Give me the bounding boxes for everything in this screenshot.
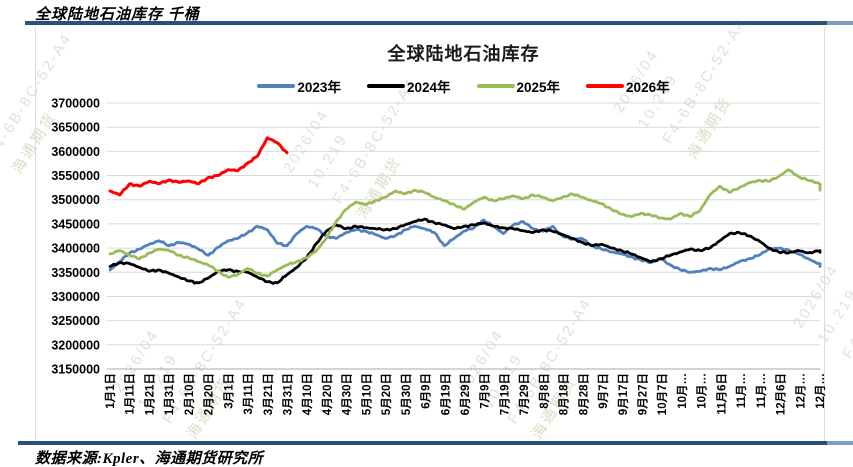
x-axis-label: 12月6日 xyxy=(775,373,788,415)
footer-divider xyxy=(18,441,853,445)
x-axis-label: 10月… xyxy=(676,373,689,409)
x-axis-label: 2月10日 xyxy=(183,373,196,415)
x-axis-label: 5月10日 xyxy=(360,373,373,415)
legend-label: 2023年 xyxy=(297,80,341,95)
x-axis-label: 7月29日 xyxy=(518,373,531,415)
x-axis-label: 3月31日 xyxy=(282,373,295,415)
series-2026-line xyxy=(108,136,289,197)
x-axis-label: 1月21日 xyxy=(143,373,156,415)
x-axis-label: 5月20日 xyxy=(380,373,393,415)
y-axis-label: 3700000 xyxy=(51,97,100,111)
x-axis-label: 12月… xyxy=(794,373,807,409)
x-axis-label: 11月6日 xyxy=(715,373,728,415)
y-axis-label: 3500000 xyxy=(51,193,100,207)
legend-label: 2026年 xyxy=(626,80,670,95)
legend-swatch xyxy=(366,84,405,88)
x-axis-label: 1月1日 xyxy=(104,373,117,409)
x-axis-label: 9月17日 xyxy=(617,373,630,415)
chart-frame-right xyxy=(824,27,825,443)
x-axis-label: 9月7日 xyxy=(597,373,610,409)
x-axis-label: 3月1日 xyxy=(222,373,235,409)
x-axis-label: 5月30日 xyxy=(400,373,413,415)
x-axis-label: 4月20日 xyxy=(321,373,334,415)
x-axis-label: 1月31日 xyxy=(163,373,176,415)
x-axis-label: 9月27日 xyxy=(637,373,650,415)
legend-item-2023: 2023年 xyxy=(257,76,341,96)
x-axis-label: 10月… xyxy=(696,373,709,409)
legend-item-2025: 2025年 xyxy=(476,76,561,96)
x-axis-label: 7月19日 xyxy=(498,373,511,415)
x-axis-label: 10月7日 xyxy=(656,373,669,415)
x-axis-label: 3月21日 xyxy=(262,373,275,415)
y-axis-label: 3650000 xyxy=(51,121,100,135)
y-axis-label: 3600000 xyxy=(51,145,100,159)
x-axis-label: 8月28日 xyxy=(577,373,590,415)
series-2025-line xyxy=(108,168,822,279)
data-source: 数据来源:Kpler、海通期货研究所 xyxy=(35,451,264,467)
legend-swatch xyxy=(257,84,296,88)
x-axis-label: 4月30日 xyxy=(341,373,354,415)
x-axis-label: 6月9日 xyxy=(420,373,433,409)
footer-divider-tail xyxy=(827,441,853,445)
chart-frame-left xyxy=(35,27,36,443)
header-divider xyxy=(25,21,853,25)
y-axis-label: 3450000 xyxy=(51,217,100,231)
x-axis-label: 11月… xyxy=(755,373,768,408)
y-axis-label: 3400000 xyxy=(51,242,100,256)
y-axis-label: 3200000 xyxy=(51,338,100,352)
legend-item-2024: 2024年 xyxy=(366,76,451,96)
legend-label: 2025年 xyxy=(516,80,561,95)
chart-legend: 2023年 2024年 2025年 2026年 xyxy=(107,76,820,96)
x-axis-label: 8月8日 xyxy=(538,373,551,409)
x-axis-label: 4月10日 xyxy=(301,373,314,415)
x-axis-label: 6月19日 xyxy=(439,373,452,415)
x-axis-label: 8月18日 xyxy=(558,373,571,415)
x-axis-label: 3月11日 xyxy=(242,373,255,415)
legend-item-2026: 2026年 xyxy=(586,76,670,96)
x-axis-label: 12月… xyxy=(814,373,827,409)
y-axis-label: 3350000 xyxy=(51,266,100,280)
y-axis-label: 3250000 xyxy=(51,314,100,328)
y-axis-label: 3150000 xyxy=(51,363,100,377)
y-axis-label: 3550000 xyxy=(51,169,100,183)
x-axis-label: 1月11日 xyxy=(124,373,137,415)
y-axis-label: 3300000 xyxy=(51,290,100,304)
x-axis-label: 7月9日 xyxy=(479,373,492,409)
page-title: 全球陆地石油库存 千桶 xyxy=(35,7,200,23)
legend-label: 2024年 xyxy=(406,80,451,95)
legend-swatch xyxy=(586,84,625,88)
x-axis-label: 11月… xyxy=(735,373,748,408)
header-divider-tail xyxy=(827,21,853,25)
series-2024-line xyxy=(108,217,822,285)
x-axis-label: 2月20日 xyxy=(203,373,216,415)
x-axis-label: 6月29日 xyxy=(459,373,472,415)
legend-swatch xyxy=(476,84,515,88)
chart-title: 全球陆地石油库存 xyxy=(387,44,540,64)
series-2023-line xyxy=(108,218,822,274)
